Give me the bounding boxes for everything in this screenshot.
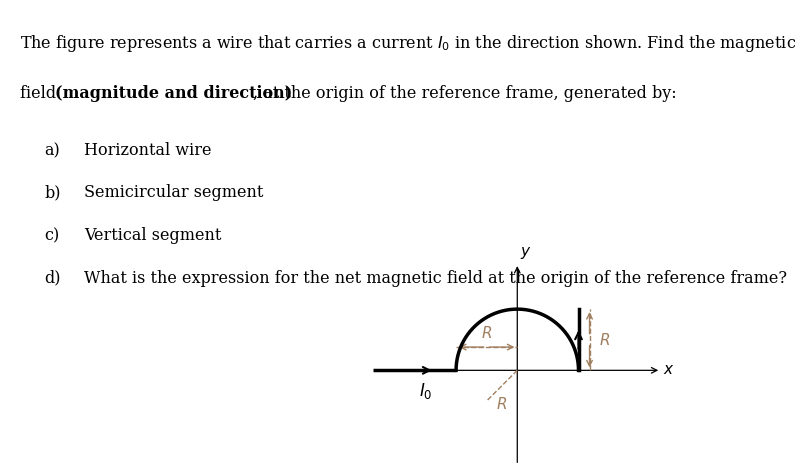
- Text: Vertical segment: Vertical segment: [84, 227, 221, 244]
- Text: a): a): [44, 142, 60, 159]
- Text: c): c): [44, 227, 59, 244]
- Text: $x$: $x$: [663, 363, 674, 377]
- Text: The figure represents a wire that carries a current $I_0$ in the direction shown: The figure represents a wire that carrie…: [20, 33, 796, 54]
- Text: $R$: $R$: [599, 332, 610, 348]
- Text: $R$: $R$: [496, 396, 508, 412]
- Text: d): d): [44, 270, 61, 287]
- Text: What is the expression for the net magnetic field at the origin of the reference: What is the expression for the net magne…: [84, 270, 788, 287]
- Text: (magnitude and direction): (magnitude and direction): [55, 85, 292, 102]
- Text: $R$: $R$: [481, 325, 492, 341]
- Text: $I_0$: $I_0$: [419, 381, 432, 401]
- Text: , at the origin of the reference frame, generated by:: , at the origin of the reference frame, …: [253, 85, 677, 102]
- Text: $y$: $y$: [520, 245, 532, 262]
- Text: field: field: [20, 85, 61, 102]
- Text: Semicircular segment: Semicircular segment: [84, 184, 264, 201]
- Text: Horizontal wire: Horizontal wire: [84, 142, 212, 159]
- Text: b): b): [44, 184, 61, 201]
